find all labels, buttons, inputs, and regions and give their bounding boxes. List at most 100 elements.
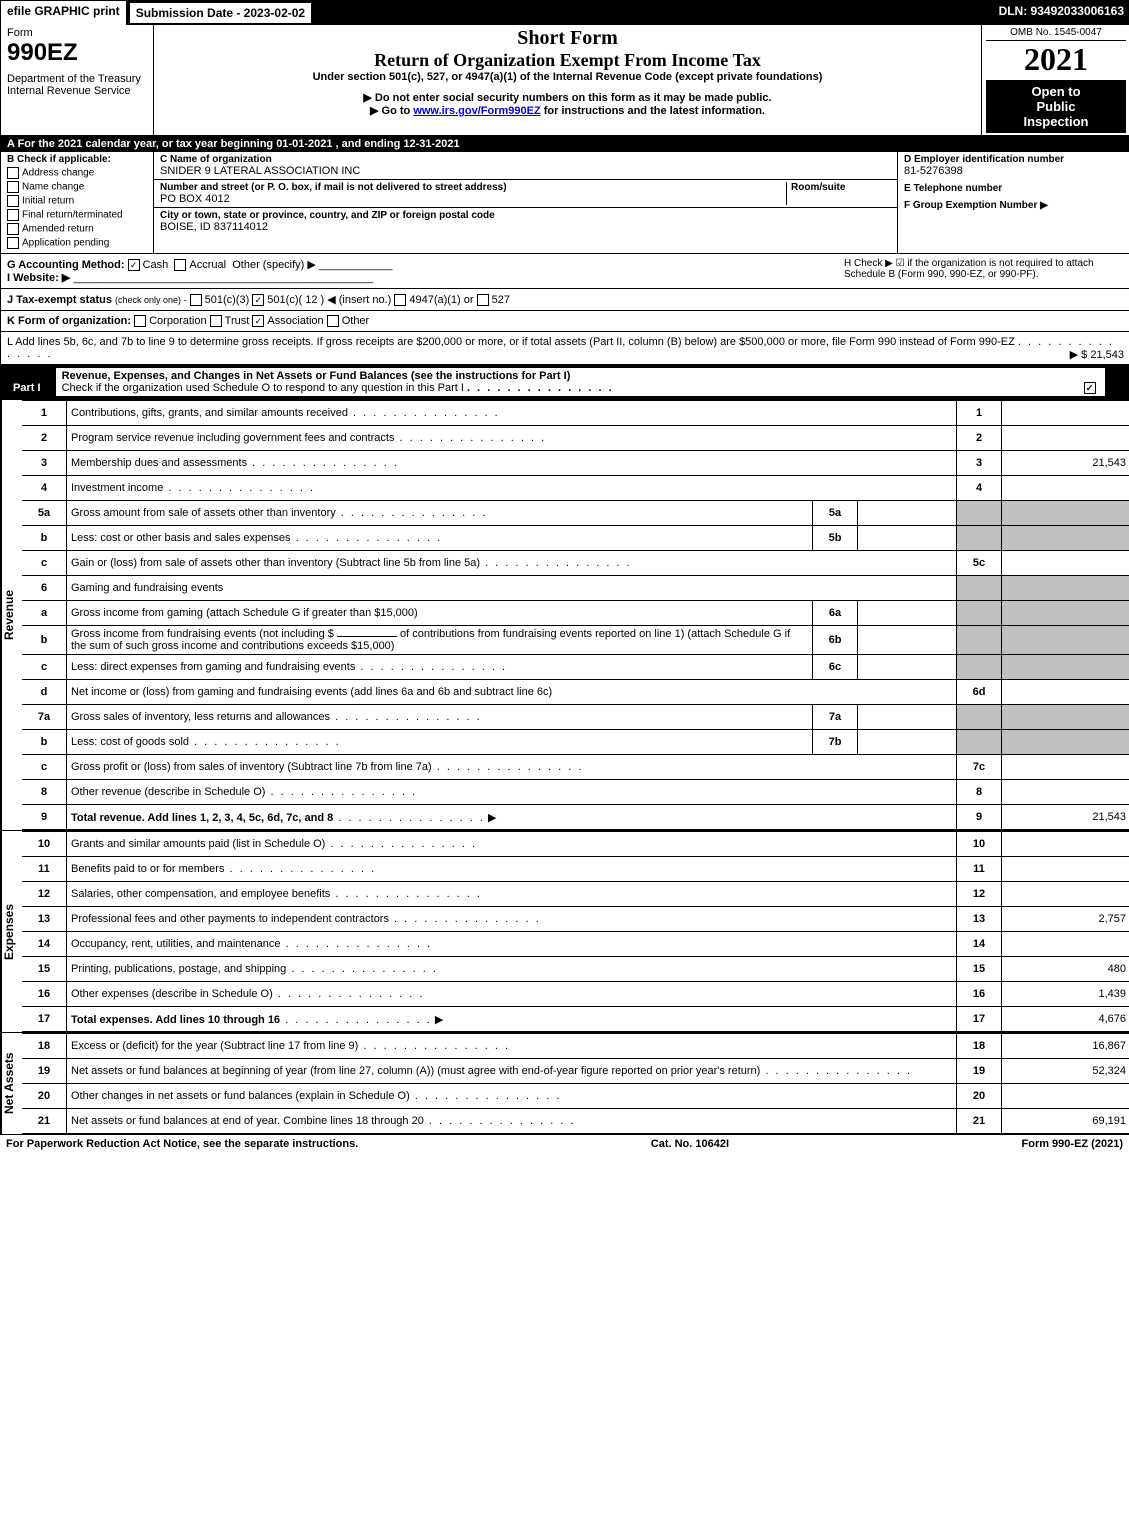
app-pending[interactable]: Application pending — [7, 237, 147, 249]
line-7a: 7aGross sales of inventory, less returns… — [22, 705, 1129, 730]
line-6b: bGross income from fundraising events (n… — [22, 626, 1129, 655]
name-change-label: Name change — [22, 182, 84, 193]
c-city-row: City or town, state or province, country… — [154, 208, 897, 235]
initial-return[interactable]: Initial return — [7, 195, 147, 207]
amended-return[interactable]: Amended return — [7, 223, 147, 235]
line-13: 13Professional fees and other payments t… — [22, 907, 1129, 932]
room-label: Room/suite — [791, 182, 891, 193]
under-section: Under section 501(c), 527, or 4947(a)(1)… — [160, 71, 975, 83]
line-12: 12Salaries, other compensation, and empl… — [22, 882, 1129, 907]
amended-return-label: Amended return — [22, 224, 94, 235]
cash-checkbox[interactable] — [128, 259, 140, 271]
line-7c: cGross profit or (loss) from sales of in… — [22, 755, 1129, 780]
org-city: BOISE, ID 837114012 — [160, 221, 891, 233]
c-addr-row: Number and street (or P. O. box, if mail… — [154, 180, 897, 208]
g-label: G Accounting Method: — [7, 259, 125, 271]
org-addr: PO BOX 4012 — [160, 193, 786, 205]
l-row: L Add lines 5b, 6c, and 7b to line 9 to … — [1, 332, 1129, 365]
d-block: D Employer identification number 81-5276… — [904, 154, 1124, 177]
line-5a: 5aGross amount from sale of assets other… — [22, 501, 1129, 526]
line-7b: bLess: cost of goods sold7b — [22, 730, 1129, 755]
dln: DLN: 93492033006163 — [993, 1, 1129, 25]
accrual-checkbox[interactable] — [174, 259, 186, 271]
revenue-section: Revenue 1Contributions, gifts, grants, a… — [1, 399, 1129, 830]
part1-title: Revenue, Expenses, and Changes in Net As… — [62, 370, 571, 382]
ein: 81-5276398 — [904, 165, 1124, 177]
open-to: Open to — [986, 84, 1126, 99]
line-6c: cLess: direct expenses from gaming and f… — [22, 655, 1129, 680]
inspection-box: Open to Public Inspection — [986, 80, 1126, 133]
e-label: E Telephone number — [904, 183, 1124, 194]
irs-link[interactable]: www.irs.gov/Form990EZ — [413, 105, 540, 117]
line-18: 18Excess or (deficit) for the year (Subt… — [22, 1034, 1129, 1059]
section-bcdef: B Check if applicable: Address change Na… — [1, 152, 1129, 254]
form-label: Form — [7, 27, 147, 39]
expenses-table: 10Grants and similar amounts paid (list … — [22, 831, 1129, 1032]
line-6: 6Gaming and fundraising events — [22, 576, 1129, 601]
arrow-icon: ▶ — [435, 1014, 443, 1026]
addr-change[interactable]: Address change — [7, 167, 147, 179]
501c3-checkbox[interactable] — [190, 294, 202, 306]
col-def: D Employer identification number 81-5276… — [898, 152, 1129, 253]
name-change[interactable]: Name change — [7, 181, 147, 193]
other-label: Other (specify) ▶ — [232, 259, 316, 271]
4947-checkbox[interactable] — [394, 294, 406, 306]
c-addr-label: Number and street (or P. O. box, if mail… — [160, 182, 786, 193]
corp-label: Corporation — [149, 315, 206, 327]
k-label: K Form of organization: — [7, 315, 131, 327]
arrow-icon: ▶ — [488, 812, 496, 824]
other-org-label: Other — [342, 315, 370, 327]
header-left: Form 990EZ Department of the Treasury In… — [1, 25, 154, 135]
revenue-vlabel: Revenue — [1, 400, 22, 830]
inspection: Inspection — [986, 114, 1126, 129]
final-return[interactable]: Final return/terminated — [7, 209, 147, 221]
line-3: 3Membership dues and assessments321,543 — [22, 451, 1129, 476]
schedule-o-checkbox[interactable] — [1084, 382, 1096, 394]
527-checkbox[interactable] — [477, 294, 489, 306]
initial-return-label: Initial return — [22, 196, 74, 207]
app-pending-label: Application pending — [22, 238, 109, 249]
tax-year: 2021 — [986, 41, 1126, 78]
b-label: B Check if applicable: — [7, 154, 147, 165]
netassets-vlabel: Net Assets — [1, 1033, 22, 1134]
corp-checkbox[interactable] — [134, 315, 146, 327]
d-label: D Employer identification number — [904, 154, 1124, 165]
line-6d: dNet income or (loss) from gaming and fu… — [22, 680, 1129, 705]
line-5b: bLess: cost or other basis and sales exp… — [22, 526, 1129, 551]
header-right: OMB No. 1545-0047 2021 Open to Public In… — [981, 25, 1129, 135]
top-bar: efile GRAPHIC print Submission Date - 20… — [1, 1, 1129, 25]
expenses-section: Expenses 10Grants and similar amounts pa… — [1, 830, 1129, 1032]
527-label: 527 — [492, 294, 510, 306]
form-container: efile GRAPHIC print Submission Date - 20… — [0, 0, 1129, 1135]
footer-mid: Cat. No. 10642I — [651, 1138, 729, 1150]
return-title: Return of Organization Exempt From Incom… — [160, 50, 975, 71]
org-name: SNIDER 9 LATERAL ASSOCIATION INC — [160, 165, 891, 177]
assoc-checkbox[interactable] — [252, 315, 264, 327]
ssn-warning: ▶ Do not enter social security numbers o… — [160, 91, 975, 104]
line-16: 16Other expenses (describe in Schedule O… — [22, 982, 1129, 1007]
accrual-label: Accrual — [189, 259, 226, 271]
dept-treasury: Department of the Treasury — [7, 73, 147, 85]
f-block: F Group Exemption Number ▶ — [904, 200, 1124, 211]
row-a: A For the 2021 calendar year, or tax yea… — [1, 136, 1129, 152]
line-11: 11Benefits paid to or for members11 — [22, 857, 1129, 882]
line-15: 15Printing, publications, postage, and s… — [22, 957, 1129, 982]
line-14: 14Occupancy, rent, utilities, and mainte… — [22, 932, 1129, 957]
topbar-spacer — [313, 1, 992, 25]
line-6a: aGross income from gaming (attach Schedu… — [22, 601, 1129, 626]
trust-label: Trust — [225, 315, 250, 327]
j-sub: (check only one) - — [115, 295, 187, 305]
line-5c: cGain or (loss) from sale of assets othe… — [22, 551, 1129, 576]
footer-left: For Paperwork Reduction Act Notice, see … — [6, 1138, 358, 1150]
other-org-checkbox[interactable] — [327, 315, 339, 327]
501c-checkbox[interactable] — [252, 294, 264, 306]
efile-print-button[interactable]: efile GRAPHIC print — [1, 1, 128, 25]
part1-dots — [467, 382, 614, 394]
part1-label: Part I — [7, 382, 47, 394]
j-label: J Tax-exempt status — [7, 294, 112, 306]
header-row: Form 990EZ Department of the Treasury In… — [1, 25, 1129, 136]
c-city-label: City or town, state or province, country… — [160, 210, 891, 221]
revenue-table: 1Contributions, gifts, grants, and simil… — [22, 400, 1129, 830]
irs-label: Internal Revenue Service — [7, 85, 147, 97]
trust-checkbox[interactable] — [210, 315, 222, 327]
